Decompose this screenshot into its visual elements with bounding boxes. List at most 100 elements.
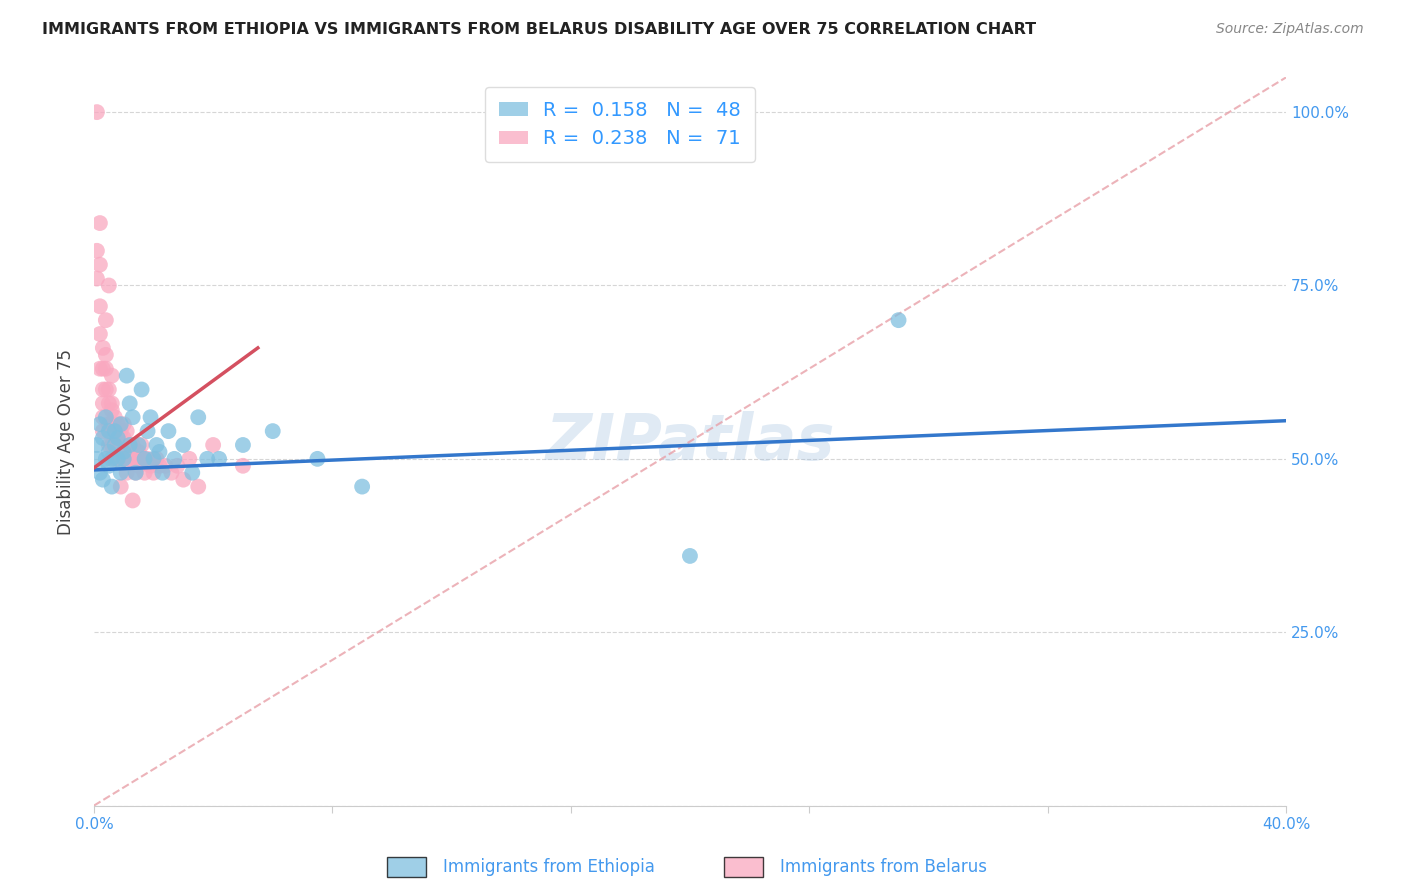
Point <box>118 396 141 410</box>
Point <box>89 326 111 341</box>
Point <box>134 451 156 466</box>
Point <box>97 424 120 438</box>
Point <box>101 438 124 452</box>
Point <box>107 451 129 466</box>
Point <box>110 480 132 494</box>
Point <box>94 383 117 397</box>
Point <box>94 451 117 466</box>
Point <box>101 480 124 494</box>
Point <box>131 438 153 452</box>
Point <box>101 403 124 417</box>
Point <box>307 451 329 466</box>
Point <box>94 361 117 376</box>
Point <box>145 438 167 452</box>
Point <box>110 466 132 480</box>
Point <box>112 445 135 459</box>
Point <box>97 396 120 410</box>
Point <box>155 458 177 473</box>
Point <box>208 451 231 466</box>
Point <box>104 451 127 466</box>
Point <box>94 410 117 425</box>
Point <box>136 451 159 466</box>
Point <box>94 348 117 362</box>
Point <box>118 438 141 452</box>
Point <box>112 451 135 466</box>
Point <box>97 458 120 473</box>
Point <box>172 473 194 487</box>
Point <box>166 458 188 473</box>
Point <box>262 424 284 438</box>
Point <box>86 451 108 466</box>
Point <box>104 410 127 425</box>
Point <box>128 445 150 459</box>
Point <box>115 424 138 438</box>
Point <box>107 431 129 445</box>
Point <box>91 424 114 438</box>
Point <box>112 451 135 466</box>
Point <box>232 458 254 473</box>
Point <box>142 466 165 480</box>
Point <box>128 438 150 452</box>
Point <box>86 105 108 120</box>
Point <box>115 445 138 459</box>
Point <box>679 549 702 563</box>
Point <box>97 445 120 459</box>
Point <box>148 458 170 473</box>
Point <box>118 451 141 466</box>
Point <box>232 438 254 452</box>
Text: Immigrants from Belarus: Immigrants from Belarus <box>780 858 987 876</box>
Point <box>112 431 135 445</box>
Point <box>160 466 183 480</box>
Text: IMMIGRANTS FROM ETHIOPIA VS IMMIGRANTS FROM BELARUS DISABILITY AGE OVER 75 CORRE: IMMIGRANTS FROM ETHIOPIA VS IMMIGRANTS F… <box>42 22 1036 37</box>
Text: Source: ZipAtlas.com: Source: ZipAtlas.com <box>1216 22 1364 37</box>
Point <box>91 396 114 410</box>
Point <box>89 466 111 480</box>
Point <box>110 438 132 452</box>
Point <box>134 466 156 480</box>
Point <box>91 431 114 445</box>
Point <box>101 417 124 432</box>
Point <box>115 368 138 383</box>
Point <box>163 451 186 466</box>
Point <box>104 424 127 438</box>
Point <box>157 424 180 438</box>
Point <box>181 466 204 480</box>
Point <box>107 431 129 445</box>
Point <box>121 438 143 452</box>
Point <box>187 480 209 494</box>
Y-axis label: Disability Age Over 75: Disability Age Over 75 <box>58 349 75 534</box>
Point <box>112 417 135 432</box>
Point <box>86 244 108 258</box>
Point <box>131 451 153 466</box>
Point <box>97 438 120 452</box>
Point <box>139 410 162 425</box>
Point <box>91 473 114 487</box>
Point <box>148 445 170 459</box>
Point <box>104 424 127 438</box>
Point <box>89 299 111 313</box>
Point <box>91 410 114 425</box>
Point <box>91 383 114 397</box>
Point <box>110 424 132 438</box>
Point <box>86 271 108 285</box>
Point <box>121 493 143 508</box>
Point <box>97 278 120 293</box>
Point <box>202 438 225 452</box>
Point <box>101 396 124 410</box>
Point <box>352 480 374 494</box>
Point <box>195 451 218 466</box>
Point <box>97 417 120 432</box>
Point <box>89 216 111 230</box>
Point <box>89 361 111 376</box>
Point <box>124 466 146 480</box>
Point <box>124 451 146 466</box>
Point <box>107 417 129 432</box>
Point <box>136 424 159 438</box>
Point <box>152 466 174 480</box>
Point <box>172 438 194 452</box>
Point <box>124 466 146 480</box>
Point <box>91 361 114 376</box>
Point <box>101 368 124 383</box>
Point <box>89 258 111 272</box>
Point <box>139 458 162 473</box>
